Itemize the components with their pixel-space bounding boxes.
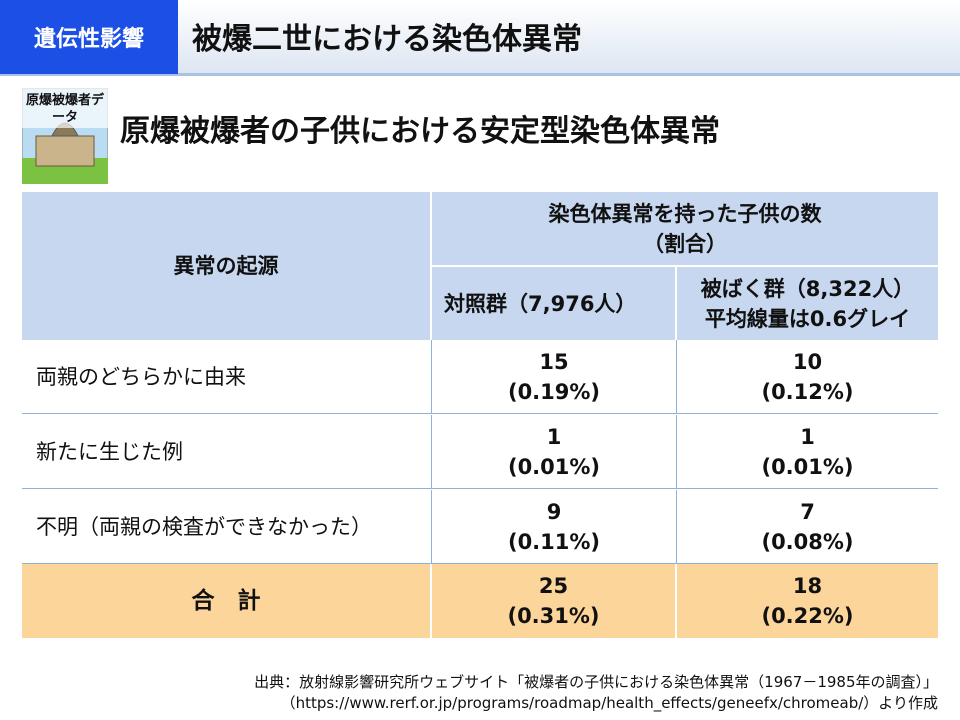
subtitle: 原爆被爆者の子供における安定型染色体異常 <box>120 114 720 149</box>
cell-text: 合 計 <box>191 588 261 614</box>
cell-text: (0.12%) <box>761 379 854 404</box>
cell-text: 平均線量は0.6グレイ <box>704 306 911 331</box>
source-line: 出典：放射線影響研究所ウェブサイト「被爆者の子供における染色体異常（1967－1… <box>254 673 938 691</box>
cell-text: 18 <box>792 574 823 598</box>
cell-text: (0.11%) <box>507 529 601 554</box>
cell-text: 25 <box>538 574 569 598</box>
table-cell: 異常の起源 <box>22 192 430 340</box>
cell-text: 対照群（7,976人） <box>444 291 637 316</box>
table-cell: 対照群（7,976人） <box>432 267 675 340</box>
cell-text: 異常の起源 <box>173 254 279 278</box>
table-cell: 10 (0.12%) <box>677 340 938 414</box>
table-cell: 両親のどちらかに由来 <box>22 340 432 414</box>
header-title: 被爆二世における染色体異常 <box>192 22 582 57</box>
cell-text: (0.31%) <box>507 604 600 628</box>
cell-text: 10 <box>792 349 823 374</box>
cell-text: (0.01%) <box>761 454 854 479</box>
source-line: （https://www.rerf.or.jp/programs/roadmap… <box>280 694 938 712</box>
table-cell: 7 (0.08%) <box>677 490 938 564</box>
table-cell: 合 計 <box>22 564 430 638</box>
cell-text: 1 <box>546 424 562 449</box>
table-cell: 1 (0.01%) <box>677 415 938 489</box>
table-cell: 新たに生じた例 <box>22 415 432 489</box>
icon-label: 原爆被爆者データ <box>25 93 104 125</box>
cell-text: (0.01%) <box>507 454 601 479</box>
cell-text: (0.08%) <box>761 529 854 554</box>
table-cell: 18 (0.22%) <box>677 564 938 638</box>
table-cell: 25 (0.31%) <box>432 564 675 638</box>
table-cell: 1 (0.01%) <box>432 415 677 489</box>
header-category: 遺伝性影響 <box>0 0 178 74</box>
cell-text: 9 <box>546 499 562 524</box>
cell-text: 不明（両親の検査ができなかった） <box>36 514 372 539</box>
cell-text: （割合） <box>643 231 727 256</box>
cell-text: 被ばく群（8,322人） <box>700 276 915 301</box>
table-cell: 9 (0.11%) <box>432 490 677 564</box>
cell-text: 15 <box>539 349 569 374</box>
table-cell: 不明（両親の検査ができなかった） <box>22 490 432 564</box>
cell-text: 7 <box>800 499 815 524</box>
cell-text: (0.22%) <box>761 604 854 628</box>
cell-text: 両親のどちらかに由来 <box>36 364 246 389</box>
table-cell: 染色体異常を持った子供の数 （割合） <box>432 192 938 265</box>
icon <box>22 88 108 184</box>
cell-text: (0.19%) <box>507 379 601 404</box>
cell-text: 新たに生じた例 <box>36 439 183 464</box>
table-cell: 15 (0.19%) <box>432 340 677 414</box>
cell-text: 1 <box>800 424 815 449</box>
source: 出典：放射線影響研究所ウェブサイト「被爆者の子供における染色体異常（1967－1… <box>254 672 938 714</box>
cell-text: 染色体異常を持った子供の数 <box>548 201 822 226</box>
table-cell: 被ばく群（8,322人） 平均線量は0.6グレイ <box>677 267 938 340</box>
